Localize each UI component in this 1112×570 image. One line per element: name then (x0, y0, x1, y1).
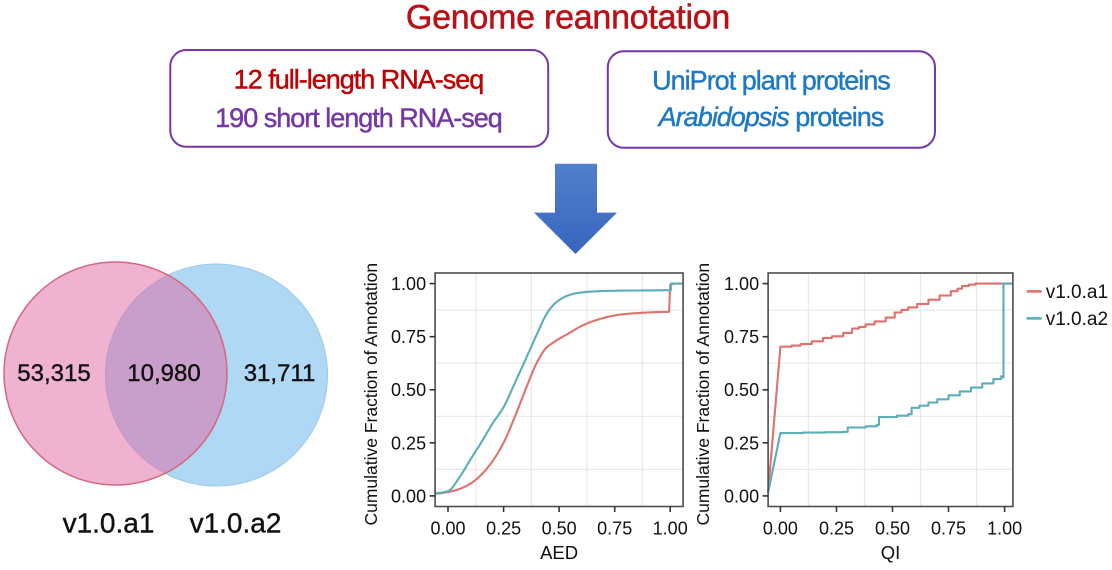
svg-text:0.75: 0.75 (391, 327, 426, 347)
svg-text:0.50: 0.50 (391, 380, 426, 400)
svg-text:0.75: 0.75 (597, 519, 632, 539)
svg-text:0.25: 0.25 (819, 519, 854, 539)
svg-text:0.25: 0.25 (486, 519, 521, 539)
svg-text:Cumulative Fraction of Annotat: Cumulative Fraction of Annotation (361, 263, 381, 526)
svg-text:0.25: 0.25 (391, 433, 426, 453)
svg-text:0.00: 0.00 (391, 486, 426, 506)
svg-text:12 full-length RNA-seq: 12 full-length RNA-seq (234, 65, 484, 95)
svg-text:1.00: 1.00 (987, 519, 1022, 539)
svg-text:0.00: 0.00 (430, 519, 465, 539)
svg-text:1.00: 1.00 (724, 274, 759, 294)
svg-text:0.00: 0.00 (724, 486, 759, 506)
svg-text:QI: QI (881, 542, 901, 563)
svg-text:0.75: 0.75 (724, 327, 759, 347)
svg-text:v1.0.a1: v1.0.a1 (63, 508, 155, 539)
svg-text:10,980: 10,980 (127, 360, 200, 387)
svg-text:AED: AED (540, 542, 578, 563)
svg-text:v1.0.a2: v1.0.a2 (190, 508, 282, 539)
svg-text:0.00: 0.00 (763, 519, 798, 539)
svg-text:1.00: 1.00 (653, 519, 688, 539)
svg-text:0.50: 0.50 (542, 519, 577, 539)
svg-text:Genome reannotation: Genome reannotation (406, 0, 730, 37)
svg-text:190 short length RNA-seq: 190 short length RNA-seq (215, 103, 502, 133)
svg-text:0.75: 0.75 (931, 519, 966, 539)
svg-text:53,315: 53,315 (17, 360, 90, 387)
svg-text:v1.0.a2: v1.0.a2 (1046, 309, 1108, 330)
svg-text:Cumulative Fraction of Annotat: Cumulative Fraction of Annotation (693, 263, 713, 526)
svg-text:1.00: 1.00 (391, 274, 426, 294)
svg-text:v1.0.a1: v1.0.a1 (1046, 282, 1108, 303)
svg-text:31,711: 31,711 (244, 360, 316, 387)
svg-text:0.50: 0.50 (875, 519, 910, 539)
svg-text:0.25: 0.25 (724, 433, 759, 453)
svg-text:Arabidopsis proteins: Arabidopsis proteins (657, 102, 884, 132)
svg-text:UniProt plant proteins: UniProt plant proteins (652, 66, 890, 96)
svg-text:0.50: 0.50 (724, 380, 759, 400)
